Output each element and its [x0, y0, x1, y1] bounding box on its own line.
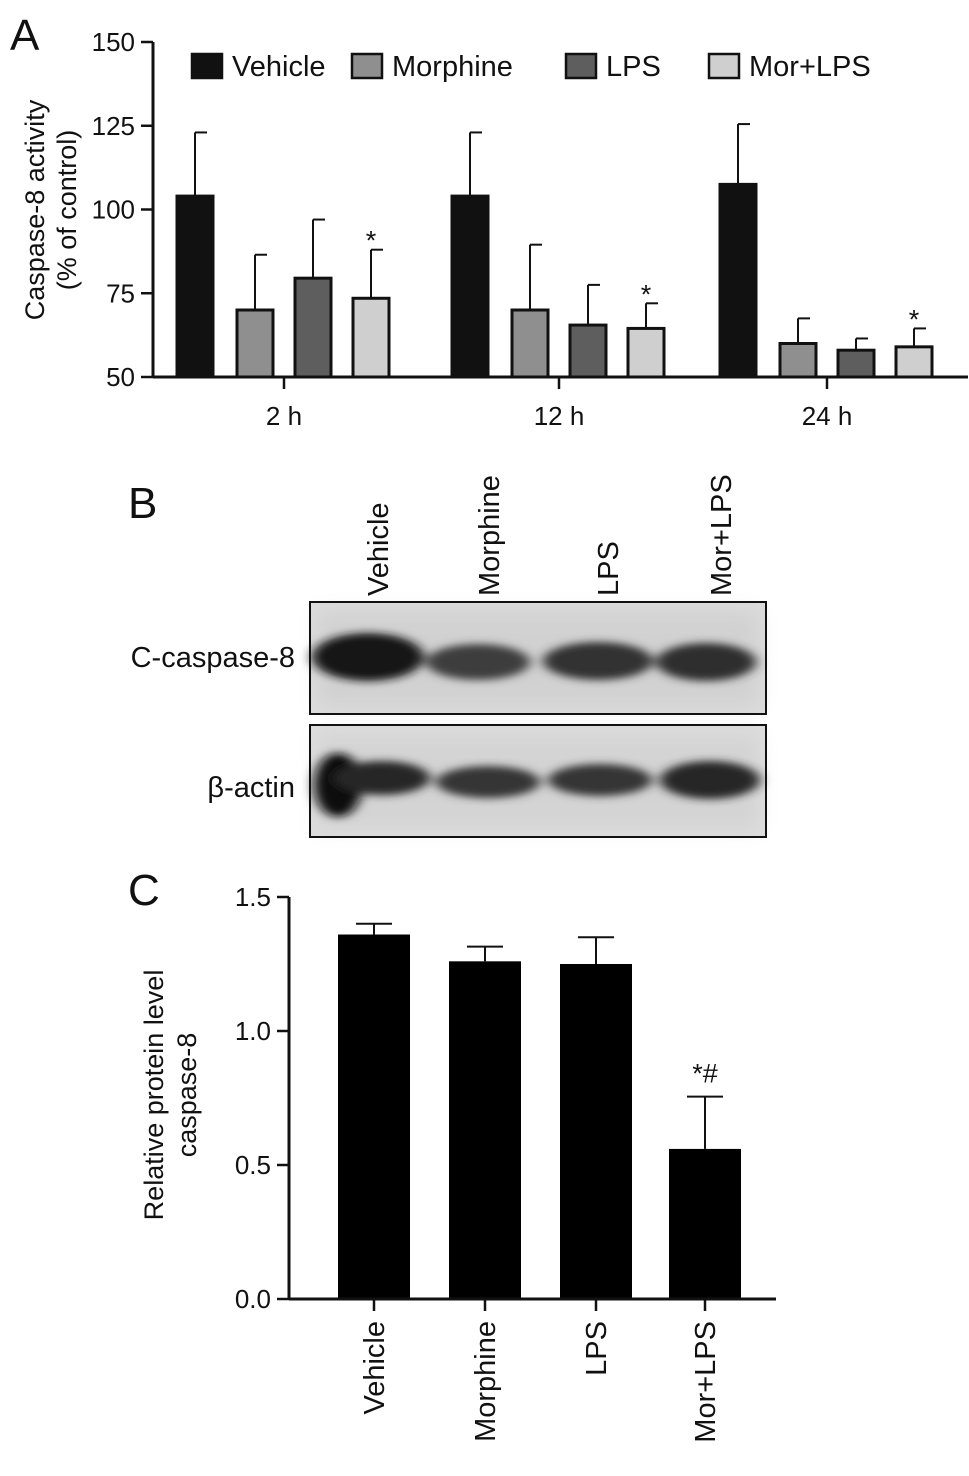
- blot-lane-label: LPS: [593, 541, 625, 596]
- blot-band: [436, 766, 540, 798]
- x-tick-label: 2 h: [266, 401, 302, 431]
- blot-lane-label: Mor+LPS: [706, 474, 738, 596]
- panel-c-x-categories: Vehicle Morphine LPS Mor+LPS: [359, 1299, 722, 1443]
- panel-c-ylabel-line2: caspase-8: [172, 1033, 202, 1158]
- blot-band: [543, 642, 653, 680]
- blot-band: [548, 764, 652, 796]
- bar: [449, 961, 521, 1299]
- legend-swatch: [350, 52, 384, 80]
- bar: [568, 323, 608, 379]
- blot-band: [334, 761, 430, 795]
- panel-b-western-blot: B Vehicle Morphine LPS Mor+LPS C-caspase…: [128, 474, 767, 838]
- blot-row-label: C-caspase-8: [131, 642, 295, 674]
- y-tick-label: 1.5: [235, 882, 271, 912]
- blot-lane-label: Vehicle: [363, 502, 395, 596]
- blot-band: [426, 644, 530, 680]
- y-tick-label: 1.0: [235, 1016, 271, 1046]
- significance-marker: *: [909, 304, 920, 334]
- y-tick-label: 100: [92, 195, 135, 225]
- legend-swatch: [707, 52, 741, 80]
- y-tick-label: 0.5: [235, 1150, 271, 1180]
- bar: [718, 182, 758, 379]
- blot-lane-labels: Vehicle Morphine LPS Mor+LPS: [363, 474, 738, 596]
- legend-label: Mor+LPS: [749, 51, 871, 83]
- bar: [293, 276, 333, 379]
- panel-c-bars: *#: [338, 922, 741, 1299]
- legend-swatch: [190, 52, 224, 80]
- x-tick-label: Mor+LPS: [690, 1321, 722, 1443]
- blot-band: [656, 643, 756, 681]
- bar: [450, 194, 490, 379]
- panel-c-chart: C Relative protein level caspase-8 0.00.…: [128, 866, 776, 1443]
- blot-band: [660, 761, 760, 799]
- bar: [894, 345, 934, 379]
- panel-a-legend: Vehicle Morphine LPS Mor+LPS: [190, 51, 871, 83]
- y-tick-label: 125: [92, 111, 135, 141]
- x-tick-label: 12 h: [534, 401, 585, 431]
- significance-marker: *: [641, 279, 652, 309]
- panel-a-y-ticks: 50 75 100 125 150: [92, 27, 153, 392]
- legend-label: Morphine: [392, 51, 513, 83]
- y-tick-label: 50: [106, 362, 135, 392]
- blot-band: [312, 633, 424, 681]
- panel-c-axes: [287, 897, 776, 1301]
- bar: [338, 934, 410, 1299]
- significance-marker: *#: [692, 1059, 718, 1089]
- y-tick-label: 0.0: [235, 1284, 271, 1314]
- blot-image-beta-actin: [309, 724, 767, 838]
- bar: [235, 308, 275, 379]
- panel-a-chart: A Caspase-8 activity (% of control) 50 75…: [10, 11, 968, 431]
- bar: [175, 194, 215, 379]
- x-tick-label: Vehicle: [359, 1321, 391, 1415]
- bar: [560, 964, 632, 1299]
- panel-a-ylabel-line1: Caspase-8 activity: [20, 99, 50, 320]
- panel-b-letter: B: [128, 479, 157, 528]
- x-tick-label: 24 h: [802, 401, 853, 431]
- panel-a-ylabel-line2: (% of control): [52, 130, 82, 291]
- panel-c-y-ticks: 0.0 0.5 1.0 1.5: [235, 882, 289, 1314]
- bar: [351, 296, 391, 379]
- panel-c-ylabel-line1: Relative protein level: [139, 970, 169, 1221]
- bar: [669, 1148, 741, 1299]
- x-tick-label: Morphine: [470, 1321, 502, 1442]
- y-tick-label: 150: [92, 27, 135, 57]
- panel-a-bars: * * *: [175, 123, 934, 379]
- y-tick-label: 75: [106, 278, 135, 308]
- bar: [626, 326, 666, 379]
- blot-row-label: β-actin: [207, 772, 295, 804]
- panel-c-letter: C: [128, 866, 160, 915]
- bar: [836, 348, 876, 379]
- bar: [778, 342, 818, 379]
- blot-image-c-caspase-8: [309, 601, 767, 715]
- significance-marker: *: [366, 226, 377, 256]
- blot-lane-label: Morphine: [474, 475, 506, 596]
- legend-swatch: [564, 52, 598, 80]
- bar: [510, 308, 550, 379]
- x-tick-label: LPS: [581, 1321, 613, 1376]
- panel-a-x-categories: 2 h 12 h 24 h: [266, 377, 852, 431]
- panel-a-axes: [151, 42, 968, 379]
- legend-label: LPS: [606, 51, 661, 83]
- panel-a-letter: A: [10, 11, 40, 60]
- legend-label: Vehicle: [232, 51, 326, 83]
